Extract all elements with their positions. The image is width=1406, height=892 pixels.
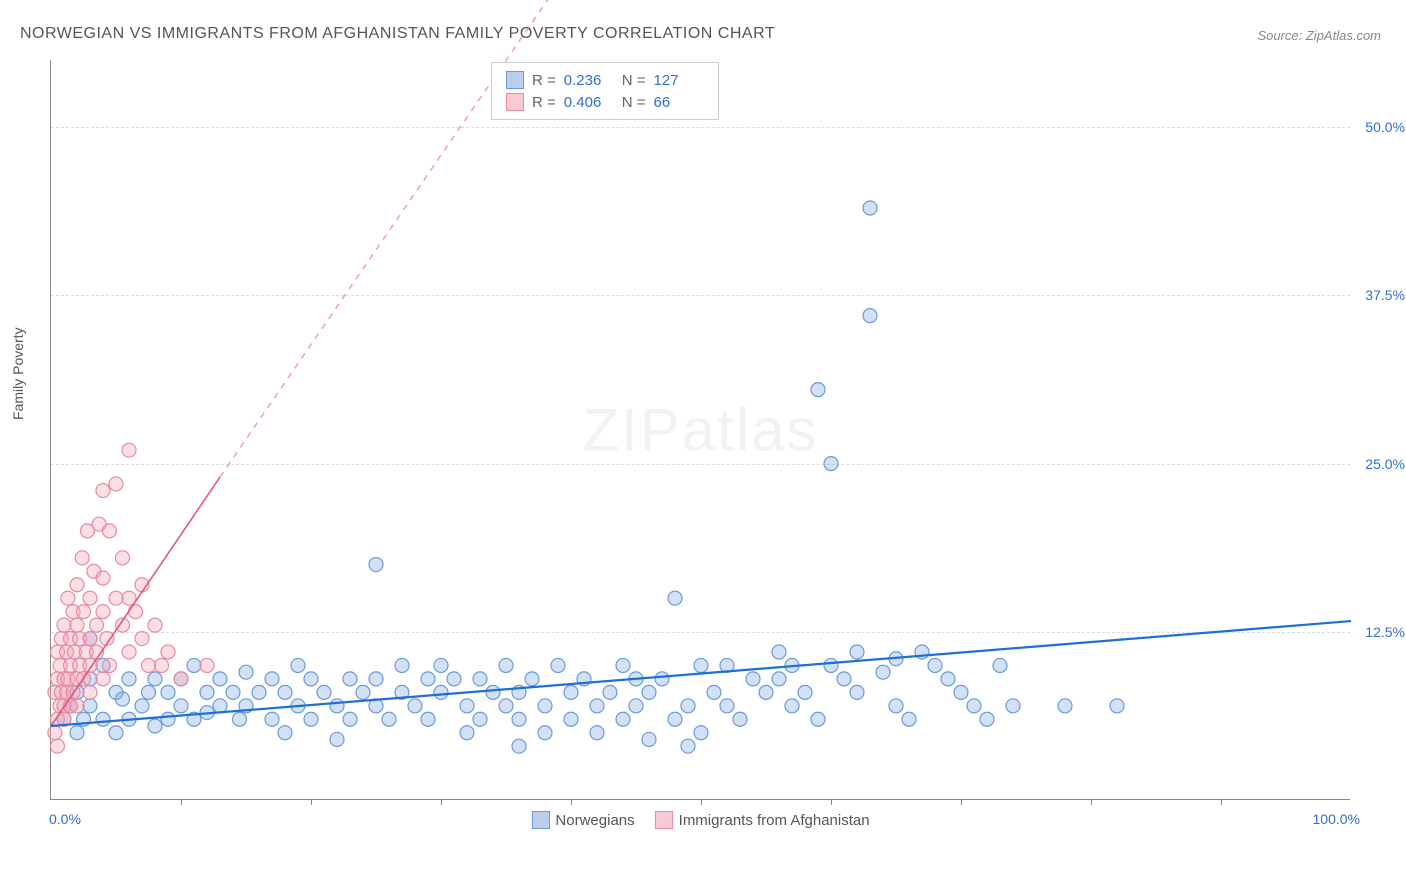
y-tick-label: 50.0%	[1365, 119, 1405, 135]
x-axis-min: 0.0%	[49, 811, 81, 827]
y-axis-label: Family Poverty	[10, 327, 26, 420]
swatch-pink-icon	[655, 811, 673, 829]
legend-item-afghanistan: Immigrants from Afghanistan	[655, 811, 870, 829]
x-axis-max: 100.0%	[1313, 811, 1360, 827]
scatter-chart	[51, 60, 1350, 799]
legend-item-norwegians: Norwegians	[531, 811, 634, 829]
stats-row-norwegians: R = 0.236 N = 127	[506, 69, 704, 91]
y-tick-label: 37.5%	[1365, 287, 1405, 303]
stats-row-afghanistan: R = 0.406 N = 66	[506, 91, 704, 113]
y-tick-label: 12.5%	[1365, 624, 1405, 640]
source-attribution: Source: ZipAtlas.com	[1257, 28, 1381, 43]
swatch-pink-icon	[506, 93, 524, 111]
swatch-blue-icon	[506, 71, 524, 89]
legend: Norwegians Immigrants from Afghanistan	[531, 811, 869, 829]
correlation-stats-box: R = 0.236 N = 127 R = 0.406 N = 66	[491, 62, 719, 120]
plot-area: ZIPatlas 12.5%25.0%37.5%50.0% 0.0% 100.0…	[50, 60, 1350, 800]
y-tick-label: 25.0%	[1365, 456, 1405, 472]
chart-title: NORWEGIAN VS IMMIGRANTS FROM AFGHANISTAN…	[20, 25, 775, 43]
swatch-blue-icon	[531, 811, 549, 829]
